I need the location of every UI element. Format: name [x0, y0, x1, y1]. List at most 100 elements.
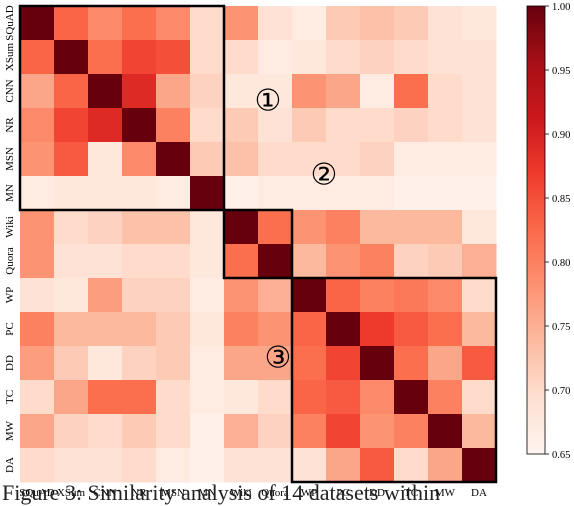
heatmap-cell-PC-MSN [156, 312, 191, 347]
heatmap-cell-TC-SQuAD [20, 380, 55, 415]
y-tick-XSum: XSum [4, 43, 16, 72]
x-tick-Quora: Quora [261, 487, 289, 499]
heatmap-cell-MSN-DA [462, 142, 497, 177]
heatmap-cell-Quora-MSN [156, 244, 191, 279]
heatmap-cell-SQuAD-Wiki [224, 6, 259, 41]
heatmap-cell-MW-DD [360, 414, 395, 449]
heatmap-cell-Quora-Quora [258, 244, 293, 279]
heatmap-cell-NR-MSN [156, 108, 191, 143]
heatmap-cell-MN-Quora [258, 176, 293, 211]
heatmap-cell-XSum-WP [292, 40, 327, 75]
heatmap-cell-MSN-Quora [258, 142, 293, 177]
heatmap-cell-MSN-Wiki [224, 142, 259, 177]
heatmap-cell-Quora-NR [122, 244, 157, 279]
heatmap-cell-MW-PC [326, 414, 361, 449]
heatmap-cell-SQuAD-DD [360, 6, 395, 41]
heatmap-cell-DD-DA [462, 346, 497, 381]
heatmap-cell-NR-Wiki [224, 108, 259, 143]
heatmap-cell-Wiki-MSN [156, 210, 191, 245]
heatmap-cell-CNN-Wiki [224, 74, 259, 109]
heatmap-cell-DD-PC [326, 346, 361, 381]
heatmap-cell-SQuAD-Quora [258, 6, 293, 41]
heatmap-cell-DD-Quora [258, 346, 293, 381]
heatmap-cell-NR-SQuAD [20, 108, 55, 143]
heatmap-cell-Wiki-Quora [258, 210, 293, 245]
heatmap-cell-MSN-MSN [156, 142, 191, 177]
heatmap-cell-Quora-Wiki [224, 244, 259, 279]
colorbar-ticks: 1.00 0.95 0.90 0.85 0.80 0.75 0.70 0.65 [545, 2, 570, 461]
group-boxes [18, 4, 498, 484]
heatmap-cell-TC-Wiki [224, 380, 259, 415]
heatmap-cell-NR-DA [462, 108, 497, 143]
heatmap-cell-NR-PC [326, 108, 361, 143]
heatmap-cell-XSum-Wiki [224, 40, 259, 75]
y-tick-NR: NR [4, 117, 16, 133]
heatmap-cell-NR-Quora [258, 108, 293, 143]
y-tick-labels: SQuAD XSum CNN NR MSN MN Wiki Quora WP PC DD TC MW DA [4, 5, 16, 473]
heatmap-cell-MW-SQuAD [20, 414, 55, 449]
heatmap-cell-Wiki-WP [292, 210, 327, 245]
heatmap-cell-CNN-DD [360, 74, 395, 109]
heatmap-cell-XSum-Quora [258, 40, 293, 75]
colorbar-tick-label: 0.80 [552, 258, 570, 269]
y-tick-Wiki: Wiki [4, 216, 16, 238]
heatmap-cell-PC-SQuAD [20, 312, 55, 347]
heatmap-cell-SQuAD-SQuAD [20, 6, 55, 41]
heatmap-cell-TC-CNN [88, 380, 123, 415]
heatmap-cell-DD-WP [292, 346, 327, 381]
heatmap-cell-Wiki-XSum [54, 210, 89, 245]
heatmap-cell-MW-TC [394, 414, 429, 449]
heatmap-cell-DD-TC [394, 346, 429, 381]
y-tick-SQuAD: SQuAD [4, 5, 16, 41]
heatmap-cell-PC-MN [190, 312, 225, 347]
figure-caption: Figure 3: Similarity analysis of 14 data… [2, 480, 441, 505]
heatmap-cell-TC-XSum [54, 380, 89, 415]
heatmap-cell-NR-XSum [54, 108, 89, 143]
heatmap-cell-PC-XSum [54, 312, 89, 347]
heatmap-cell-WP-Quora [258, 278, 293, 313]
heatmap-cell-DD-XSum [54, 346, 89, 381]
colorbar-tick-label: 1.00 [552, 2, 570, 13]
heatmap-cell-DA-MW [428, 448, 463, 483]
heatmap-cell-Wiki-SQuAD [20, 210, 55, 245]
heatmap-cell-TC-NR [122, 380, 157, 415]
heatmap-cells [20, 6, 497, 483]
heatmap-cell-PC-MW [428, 312, 463, 347]
heatmap-cell-MW-NR [122, 414, 157, 449]
heatmap-cell-TC-PC [326, 380, 361, 415]
heatmap-cell-Quora-MN [190, 244, 225, 279]
heatmap-cell-MN-MSN [156, 176, 191, 211]
heatmap-cell-NR-CNN [88, 108, 123, 143]
heatmap-cell-SQuAD-XSum [54, 6, 89, 41]
y-tick-PC: PC [4, 322, 16, 335]
heatmap-cell-MN-DD [360, 176, 395, 211]
heatmap-cell-DD-MN [190, 346, 225, 381]
heatmap-cell-PC-DD [360, 312, 395, 347]
y-tick-MSN: MSN [4, 147, 16, 171]
heatmap-cell-XSum-MN [190, 40, 225, 75]
heatmap-cell-MN-DA [462, 176, 497, 211]
heatmap-cell-XSum-XSum [54, 40, 89, 75]
heatmap-cell-DD-DD [360, 346, 395, 381]
heatmap-cell-TC-DA [462, 380, 497, 415]
heatmap-cell-Quora-DA [462, 244, 497, 279]
heatmap-cell-SQuAD-MW [428, 6, 463, 41]
heatmap-cell-MW-MN [190, 414, 225, 449]
heatmap-cell-SQuAD-MN [190, 6, 225, 41]
heatmap-cell-CNN-DA [462, 74, 497, 109]
heatmap-cell-XSum-MSN [156, 40, 191, 75]
heatmap-cell-NR-WP [292, 108, 327, 143]
heatmap-cell-Wiki-MN [190, 210, 225, 245]
colorbar [526, 5, 546, 455]
group-box-1 [18, 4, 226, 212]
heatmap-cell-MN-TC [394, 176, 429, 211]
y-tick-DD: DD [4, 355, 16, 371]
heatmap-cell-Wiki-MW [428, 210, 463, 245]
heatmap-cell-PC-NR [122, 312, 157, 347]
heatmap-cell-XSum-DA [462, 40, 497, 75]
heatmap-cell-CNN-NR [122, 74, 157, 109]
group-box-2 [222, 208, 294, 280]
heatmap-cell-NR-MN [190, 108, 225, 143]
heatmap-cell-MW-WP [292, 414, 327, 449]
heatmap-cell-MSN-DD [360, 142, 395, 177]
